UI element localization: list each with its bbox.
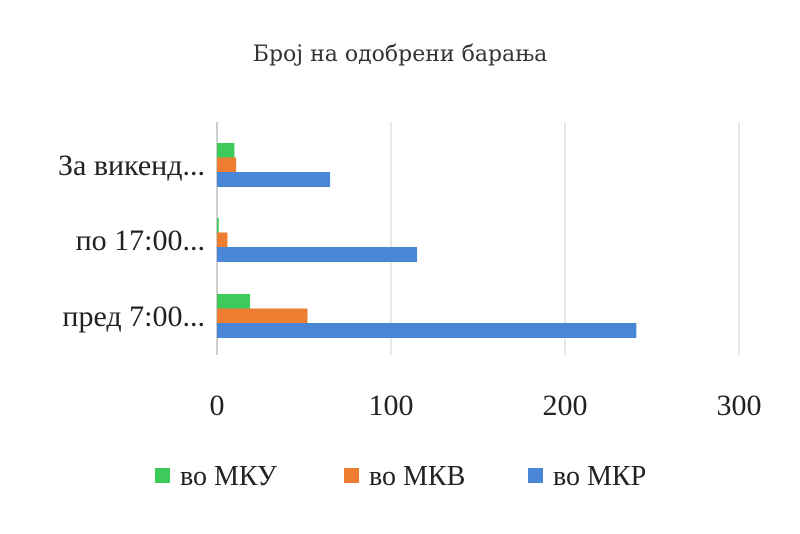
legend-swatch [155, 468, 170, 483]
bar [217, 247, 418, 262]
x-tick-label: 300 [717, 389, 762, 422]
x-tick-label: 0 [210, 389, 225, 422]
legend-swatch [344, 468, 359, 483]
legend-label: во МКУ [180, 461, 277, 492]
bar [217, 308, 308, 324]
legend-label: во МКР [553, 461, 646, 492]
x-tick-label: 100 [369, 389, 414, 422]
chart-title: Број на одобрени барања [252, 42, 548, 67]
legend-swatch [528, 468, 543, 483]
x-tick-label: 200 [543, 389, 588, 422]
legend-label: во МКВ [369, 461, 465, 492]
bar [217, 157, 237, 173]
category-label: За викенд... [58, 149, 205, 182]
bar [217, 143, 235, 158]
category-label: пред 7:00... [62, 300, 205, 333]
bar [217, 232, 228, 248]
category-label: по 17:00... [76, 224, 205, 257]
bar [217, 172, 331, 187]
bar [217, 294, 251, 309]
bar [217, 323, 637, 338]
bar [217, 218, 219, 233]
